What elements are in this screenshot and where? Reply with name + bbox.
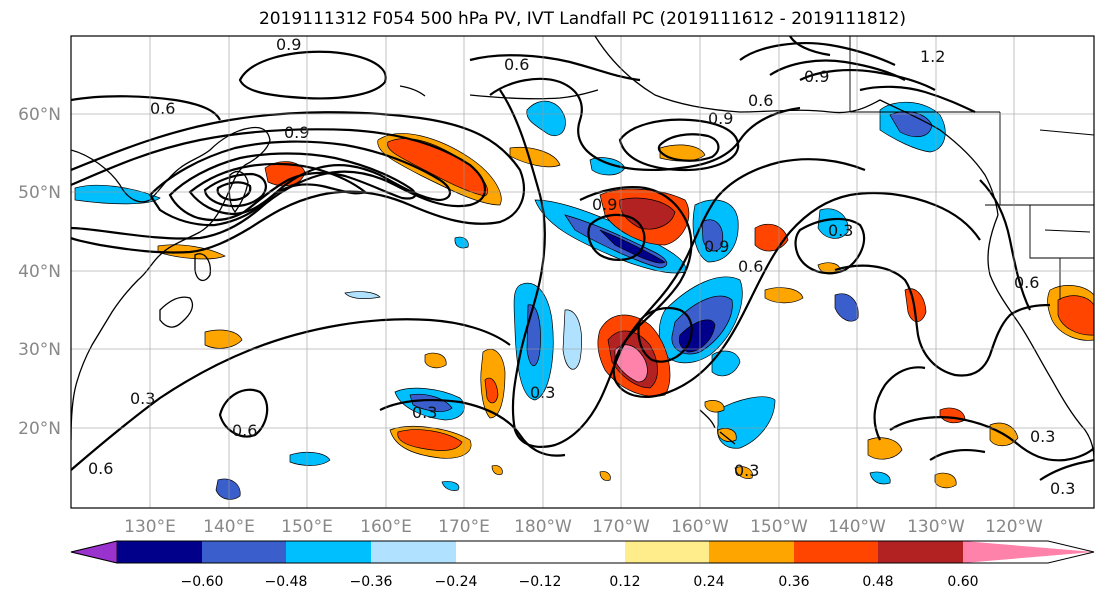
lon-label: 170°E xyxy=(438,517,490,537)
contour-labels: 0.9 0.6 0.9 0.6 0.9 1.2 0.6 0.9 0.9 0.6 … xyxy=(88,35,1075,498)
colorbar: −0.60 −0.48 −0.36 −0.24 −0.12 0.12 0.24 … xyxy=(70,540,1095,590)
colorbar-tick-label: −0.36 xyxy=(350,574,393,590)
contour-label: 1.2 xyxy=(920,47,945,66)
lat-label: 50°N xyxy=(18,183,61,203)
contour-label: 0.9 xyxy=(284,123,309,142)
colorbar-segment xyxy=(117,541,202,563)
map-frame xyxy=(70,35,1095,509)
contour-label: 0.9 xyxy=(276,35,301,54)
coastline-japan xyxy=(159,296,194,328)
map-title: 2019111312 F054 500 hPa PV, IVT Landfall… xyxy=(258,9,906,29)
colorbar-ticks: −0.60 −0.48 −0.36 −0.24 −0.12 0.12 0.24 … xyxy=(181,574,979,590)
lon-label: 160°E xyxy=(360,517,412,537)
contour-label: 0.3 xyxy=(828,221,853,240)
contour-label: 0.9 xyxy=(592,195,617,214)
colorbar-tick-label: 0.60 xyxy=(947,574,978,590)
colorbar-segment xyxy=(794,541,878,563)
pv-contours xyxy=(71,36,1094,481)
lon-label: 130°W xyxy=(907,517,965,537)
coastline-aleutians xyxy=(469,89,599,100)
colorbar-segment xyxy=(456,541,540,563)
map-panel: 0.9 0.6 0.9 0.6 0.9 1.2 0.6 0.9 0.9 0.6 … xyxy=(71,35,1094,508)
contour-label: 0.6 xyxy=(1014,273,1039,292)
contour-label: 0.3 xyxy=(1030,427,1055,446)
gridlines xyxy=(71,36,1094,508)
contour-label: 0.6 xyxy=(150,99,175,118)
colorbar-segment xyxy=(878,541,963,563)
lat-label: 40°N xyxy=(18,262,61,282)
colorbar-segment xyxy=(70,540,118,564)
lon-label: 150°E xyxy=(281,517,333,537)
contour-label: 0.3 xyxy=(412,403,437,422)
colorbar-tick-label: −0.60 xyxy=(181,574,224,590)
lon-label: 170°W xyxy=(592,517,650,537)
lon-label: 160°W xyxy=(671,517,729,537)
colorbar-segment xyxy=(540,541,625,563)
colorbar-tick-label: −0.48 xyxy=(265,574,308,590)
latitude-labels: 60°N 50°N 40°N 30°N 20°N xyxy=(18,105,61,439)
contour-label: 0.6 xyxy=(232,421,257,440)
contour-label: 0.6 xyxy=(738,257,763,276)
lon-label: 140°E xyxy=(203,517,255,537)
contour-label: 0.6 xyxy=(748,91,773,110)
contour-label: 0.9 xyxy=(708,109,733,128)
neg-anomaly-kamchatka xyxy=(74,184,161,205)
contour-label: 0.3 xyxy=(734,461,759,480)
neg-anomaly-east-2 xyxy=(817,208,849,239)
longitude-labels: 130°E 140°E 150°E 160°E 170°E 180°W 170°… xyxy=(124,517,1043,537)
colorbar-tick-label: 0.48 xyxy=(862,574,893,590)
contour-label: 0.6 xyxy=(88,459,113,478)
contour-label: 0.9 xyxy=(804,67,829,86)
lat-label: 30°N xyxy=(18,340,61,360)
lon-label: 150°W xyxy=(750,517,808,537)
coastline-hawaii xyxy=(699,409,736,445)
colorbar-segment xyxy=(202,541,286,563)
colorbar-segment xyxy=(709,541,794,563)
lon-label: 120°W xyxy=(985,517,1043,537)
colorbar-outline xyxy=(70,540,1095,564)
colorbar-segment xyxy=(963,541,1094,563)
colorbar-tick-label: −0.24 xyxy=(435,574,478,590)
contour-label: 0.6 xyxy=(504,55,529,74)
contour-label: 0.9 xyxy=(704,237,729,256)
coastline-alaska xyxy=(594,36,999,216)
colorbar-tick-label: 0.12 xyxy=(609,574,640,590)
lat-label: 20°N xyxy=(18,419,61,439)
colorbar-tick-label: 0.24 xyxy=(693,574,724,590)
contour-label: 0.3 xyxy=(130,389,155,408)
neg-anomaly-east-3 xyxy=(834,293,859,322)
lon-label: 140°W xyxy=(828,517,886,537)
lat-label: 60°N xyxy=(18,105,61,125)
colorbar-segment xyxy=(371,541,456,563)
lon-label: 180°W xyxy=(514,517,572,537)
colorbar-tick-label: 0.36 xyxy=(778,574,809,590)
shaded-ivt-anomalies xyxy=(74,100,1094,500)
contour-label: 0.3 xyxy=(1050,479,1075,498)
colorbar-segment xyxy=(625,541,709,563)
neg-anomaly-aleutian-west xyxy=(526,100,566,136)
coastline-north-america xyxy=(987,214,1094,461)
lon-label: 130°E xyxy=(124,517,176,537)
colorbar-tick-label: −0.12 xyxy=(519,574,562,590)
colorbar-segment xyxy=(286,541,371,563)
